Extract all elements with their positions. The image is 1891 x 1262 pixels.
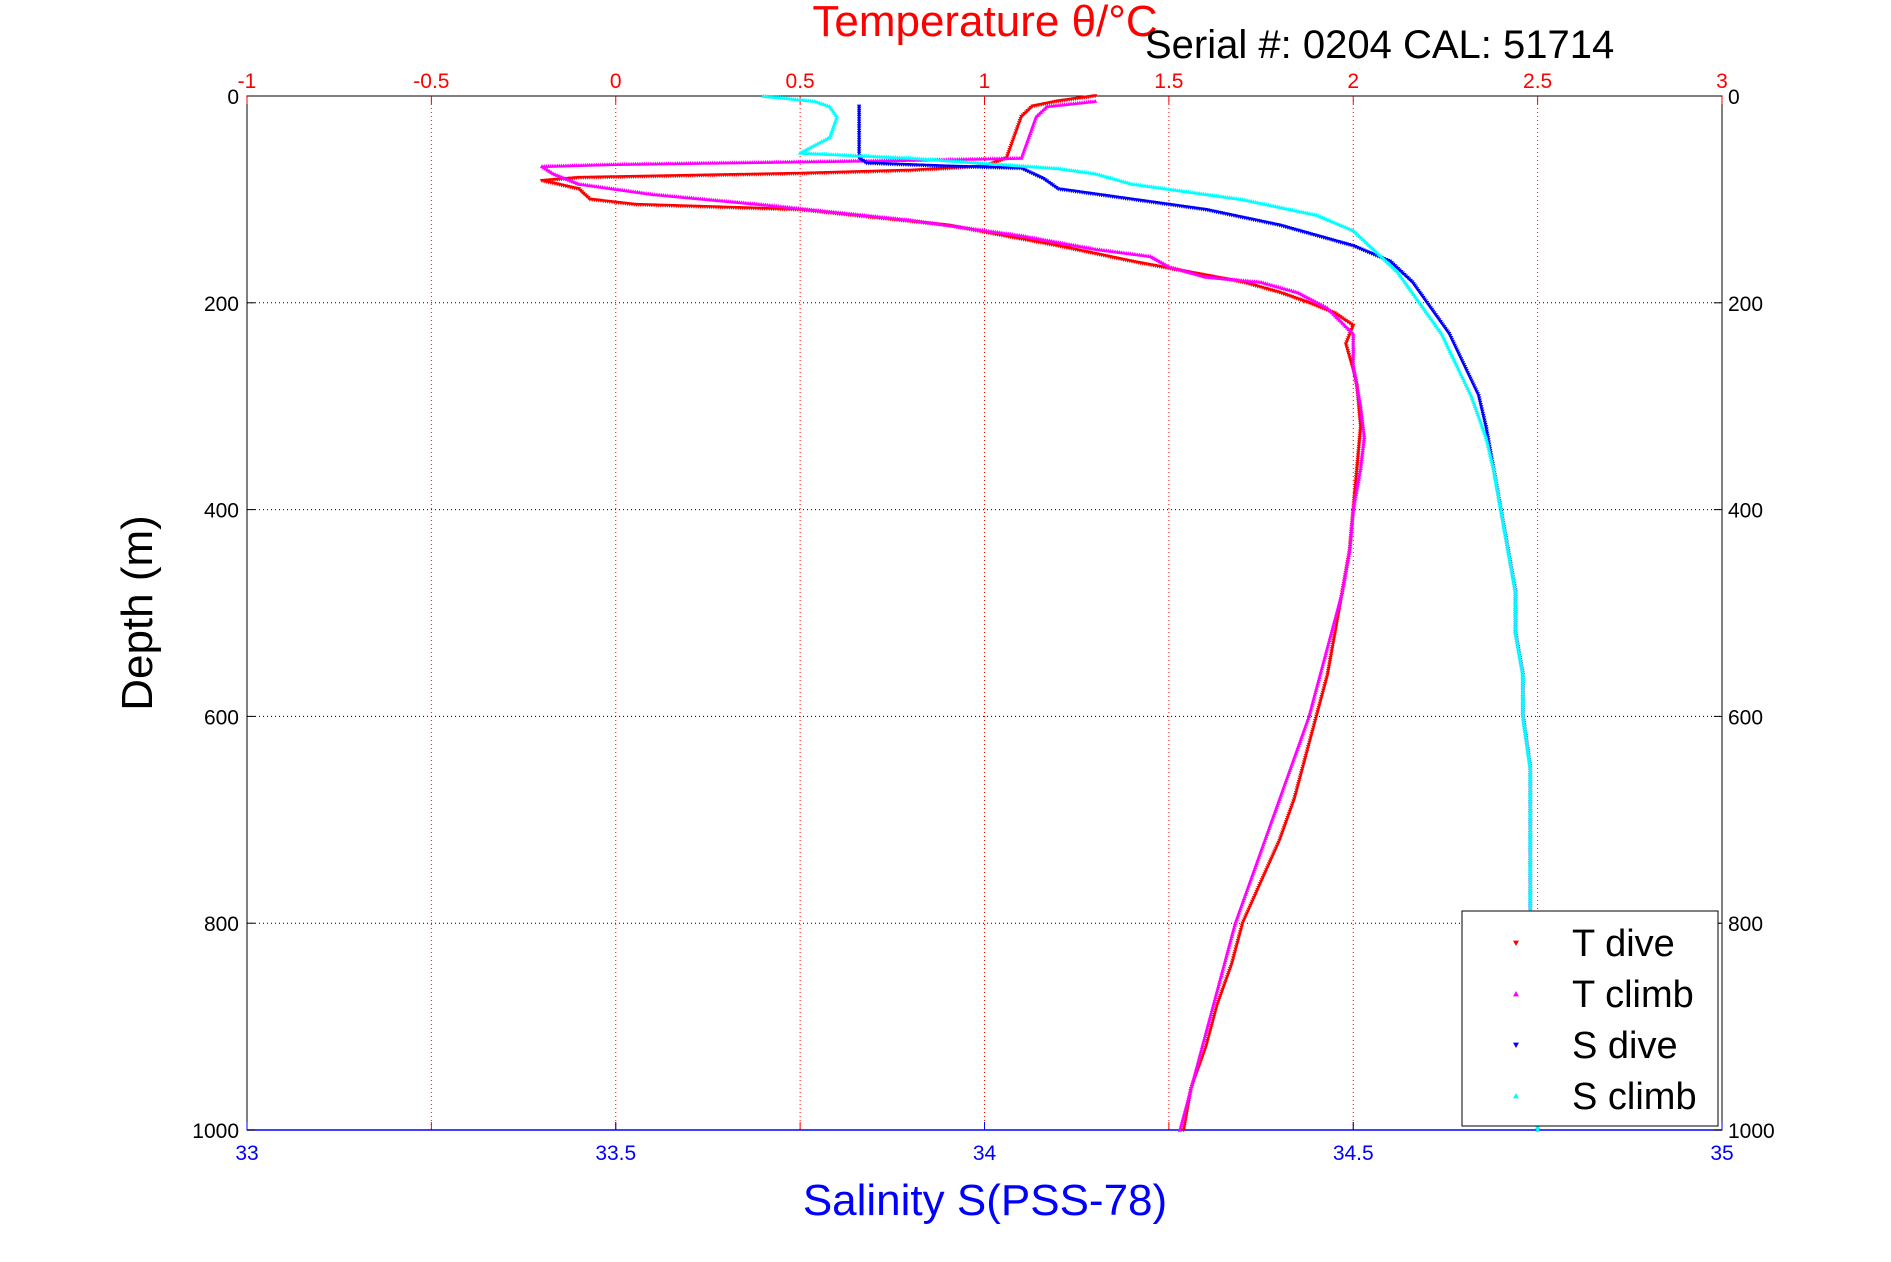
temp-tick-label: 3 (1716, 70, 1728, 93)
series-t-climb (539, 98, 1367, 1132)
data-point-markers (539, 94, 1363, 1133)
legend-marker (1513, 991, 1519, 997)
salinity-tick-label: 34.5 (1333, 1142, 1374, 1165)
depth-tick-label-left: 0 (227, 86, 239, 109)
temp-tick-label: 2.5 (1523, 70, 1552, 93)
legend-label: S climb (1572, 1076, 1697, 1118)
legend-label: T dive (1572, 923, 1675, 965)
grid (247, 96, 1722, 1130)
salinity-tick-label: 35 (1710, 1142, 1733, 1165)
depth-tick-label-right: 1000 (1728, 1120, 1775, 1143)
legend-marker (1513, 1042, 1519, 1048)
depth-tick-label-right: 800 (1728, 913, 1763, 936)
temp-tick-label: -0.5 (413, 70, 449, 93)
legend-label: S dive (1572, 1025, 1678, 1067)
salinity-tick-label: 33.5 (595, 1142, 636, 1165)
depth-tick-label-right: 600 (1728, 706, 1763, 729)
depth-tick-label-left: 200 (204, 293, 239, 316)
temp-tick-label: 2 (1347, 70, 1359, 93)
legend: T dive T climb S dive S climb (1461, 910, 1719, 1127)
salinity-tick-label: 33 (235, 1142, 258, 1165)
depth-tick-label-left: 400 (204, 500, 239, 523)
depth-tick-label-left: 800 (204, 913, 239, 936)
depth-tick-label-left: 1000 (192, 1120, 239, 1143)
depth-tick-label-right: 400 (1728, 500, 1763, 523)
depth-tick-label-right: 200 (1728, 293, 1763, 316)
temp-tick-label: 0.5 (786, 70, 815, 93)
depth-tick-label-right: 0 (1728, 86, 1740, 109)
series-t-dive (539, 94, 1363, 1133)
temp-tick-label: -1 (238, 70, 257, 93)
temp-tick-label: 1 (979, 70, 991, 93)
legend-label: T climb (1572, 974, 1694, 1016)
salinity-tick-label: 34 (973, 1142, 997, 1165)
data-point-markers (856, 104, 1540, 1133)
temp-tick-label: 1.5 (1154, 70, 1183, 93)
legend-box (1461, 910, 1719, 1127)
series-s-dive (856, 104, 1540, 1133)
depth-tick-label-left: 600 (204, 706, 239, 729)
salinity-axis-title: Salinity S(PSS-78) (803, 1176, 1167, 1225)
series-layer (539, 93, 1540, 1133)
depth-axis-title: Depth (m) (113, 515, 162, 711)
legend-marker (1513, 1093, 1519, 1099)
temperature-axis-title: Temperature θ/°C (812, 0, 1157, 46)
series-s-climb (761, 93, 1540, 1132)
data-point-markers (539, 98, 1367, 1132)
data-point-markers (761, 93, 1540, 1132)
serial-cal-label: Serial #: 0204 CAL: 51714 (1145, 23, 1614, 67)
temp-tick-label: 0 (610, 70, 622, 93)
legend-marker (1513, 940, 1519, 946)
